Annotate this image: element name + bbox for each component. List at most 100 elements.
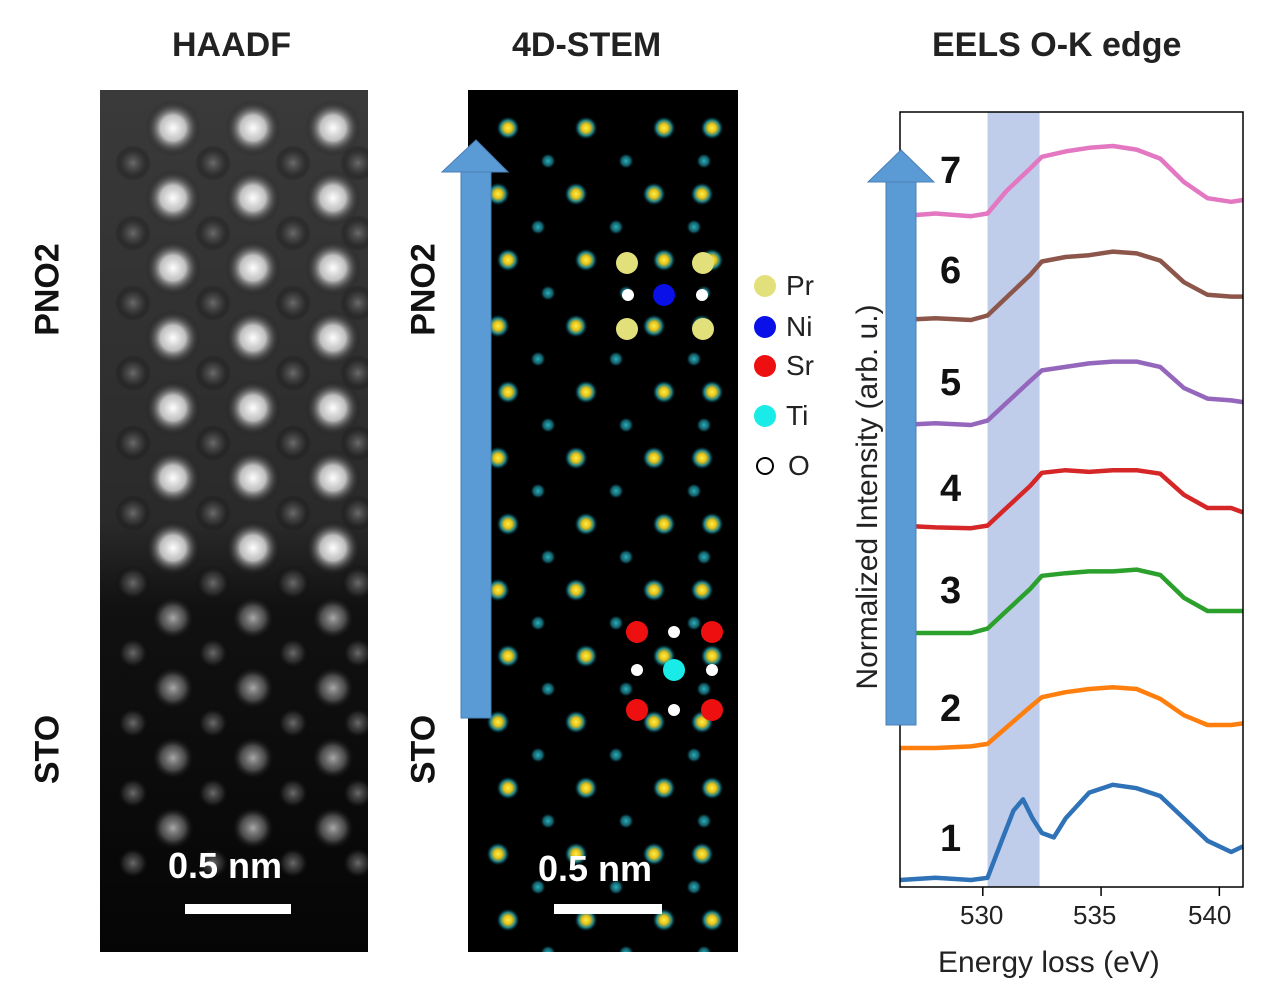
stem-atom-spot bbox=[540, 681, 556, 697]
haadf-atom-column bbox=[195, 285, 231, 321]
legend-ti-label: Ti bbox=[786, 400, 809, 431]
stem-atom-spot bbox=[618, 549, 634, 565]
stem-atom-spot bbox=[686, 351, 702, 367]
stem-atom-spot bbox=[618, 813, 634, 829]
stem-atom-spot bbox=[690, 182, 714, 206]
stem-atom-spot bbox=[530, 219, 546, 235]
stem-atom-spot bbox=[618, 153, 634, 169]
haadf-atom-column bbox=[305, 380, 361, 436]
haadf-atom-column bbox=[151, 806, 195, 850]
haadf-atom-column bbox=[277, 637, 309, 669]
haadf-atom-column bbox=[225, 450, 281, 506]
stem-lattice bbox=[486, 116, 724, 952]
haadf-atom-column bbox=[197, 707, 229, 739]
haadf-atom-column bbox=[305, 100, 361, 156]
haadf-atom-column bbox=[340, 215, 368, 251]
stem-atom-spot bbox=[686, 747, 702, 763]
stem-atom-spot bbox=[652, 248, 676, 272]
haadf-atom-column bbox=[277, 847, 309, 879]
stem-atom-spot bbox=[486, 710, 510, 734]
haadf-atom-column bbox=[231, 596, 275, 640]
haadf-atom-column bbox=[342, 847, 368, 879]
stem-atom-spot bbox=[574, 512, 598, 536]
stem-atom-spot bbox=[642, 182, 666, 206]
eels-series-line-5 bbox=[899, 359, 1244, 428]
stem-atom-spot bbox=[696, 945, 712, 952]
stem-atom-spot bbox=[700, 116, 724, 140]
stem-atom-spot bbox=[700, 908, 724, 932]
stem-atom-spot bbox=[642, 314, 666, 338]
haadf-atom-column bbox=[231, 666, 275, 710]
o-atom-marker bbox=[668, 626, 680, 638]
trace-label-2: 2 bbox=[940, 688, 962, 730]
haadf-atom-column bbox=[115, 285, 151, 321]
legend-pr: Pr bbox=[754, 270, 814, 302]
legend-ni-label: Ni bbox=[786, 311, 813, 342]
stem-atom-spot bbox=[696, 681, 712, 697]
eels-title: EELS O-K edge bbox=[932, 26, 1182, 64]
stem-atom-spot bbox=[652, 776, 676, 800]
trace-label-3: 3 bbox=[940, 570, 962, 612]
stem-atom-spot bbox=[690, 842, 714, 866]
trace-label-7: 7 bbox=[940, 150, 962, 192]
haadf-atom-column bbox=[145, 520, 201, 576]
legend-o-label: O bbox=[788, 450, 810, 481]
haadf-atom-column bbox=[342, 637, 368, 669]
eels-series-line-6 bbox=[899, 249, 1243, 323]
sr-atom-marker bbox=[626, 621, 648, 643]
eels-series-line-3 bbox=[900, 567, 1243, 636]
haadf-atom-column bbox=[225, 520, 281, 576]
o-atom-marker bbox=[622, 289, 634, 301]
eels-series-line-4 bbox=[899, 467, 1244, 531]
haadf-atom-column bbox=[115, 145, 151, 181]
stem-atom-spot bbox=[700, 644, 724, 668]
haadf-atom-column bbox=[277, 707, 309, 739]
stem-atom-spot bbox=[540, 153, 556, 169]
sr-atom-marker bbox=[701, 699, 723, 721]
haadf-atom-column bbox=[311, 736, 355, 780]
haadf-atom-column bbox=[305, 520, 361, 576]
o-atom-marker bbox=[696, 289, 708, 301]
eels-xtick-label: 535 bbox=[1073, 900, 1117, 930]
haadf-sto-label: STO bbox=[28, 714, 67, 785]
stem-atom-spot bbox=[564, 710, 588, 734]
haadf-atom-column bbox=[115, 355, 151, 391]
stem-atom-spot bbox=[608, 219, 624, 235]
stem-atom-spot bbox=[700, 512, 724, 536]
sr-atom-marker bbox=[701, 621, 723, 643]
haadf-atom-column bbox=[340, 145, 368, 181]
stem-atom-spot bbox=[696, 813, 712, 829]
stem-atom-spot bbox=[642, 446, 666, 470]
stem-image: 0.5 nm bbox=[468, 90, 738, 952]
o-atom-marker bbox=[668, 704, 680, 716]
haadf-atom-column bbox=[151, 736, 195, 780]
legend-pr-label: Pr bbox=[786, 270, 814, 301]
haadf-atom-column bbox=[195, 145, 231, 181]
haadf-atom-column bbox=[145, 240, 201, 296]
stem-atom-spot bbox=[652, 116, 676, 140]
stem-atom-spot bbox=[564, 578, 588, 602]
eels-series-line-7 bbox=[899, 143, 1244, 219]
stem-atom-spot bbox=[608, 615, 624, 631]
stem-atom-spot bbox=[686, 483, 702, 499]
stem-atom-spot bbox=[564, 314, 588, 338]
haadf-atom-column bbox=[305, 170, 361, 226]
haadf-atom-column bbox=[275, 145, 311, 181]
eels-ylabel: Normalized Intensity (arb. u.) bbox=[851, 304, 884, 690]
haadf-scale-bar bbox=[185, 904, 291, 914]
stem-atom-spot bbox=[642, 842, 666, 866]
haadf-atom-column bbox=[225, 310, 281, 366]
eels-xtick-label: 540 bbox=[1188, 900, 1232, 930]
stem-atom-spot bbox=[496, 512, 520, 536]
trace-label-5: 5 bbox=[940, 362, 962, 404]
stem-atom-spot bbox=[496, 644, 520, 668]
stem-atom-spot bbox=[496, 908, 520, 932]
stem-atom-spot bbox=[642, 710, 666, 734]
stem-atom-spot bbox=[686, 615, 702, 631]
haadf-atom-column bbox=[305, 450, 361, 506]
haadf-atom-column bbox=[225, 170, 281, 226]
stem-atom-spot bbox=[700, 380, 724, 404]
legend-ti-dot bbox=[754, 405, 776, 427]
stem-atom-spot bbox=[642, 578, 666, 602]
stem-atom-spot bbox=[696, 549, 712, 565]
